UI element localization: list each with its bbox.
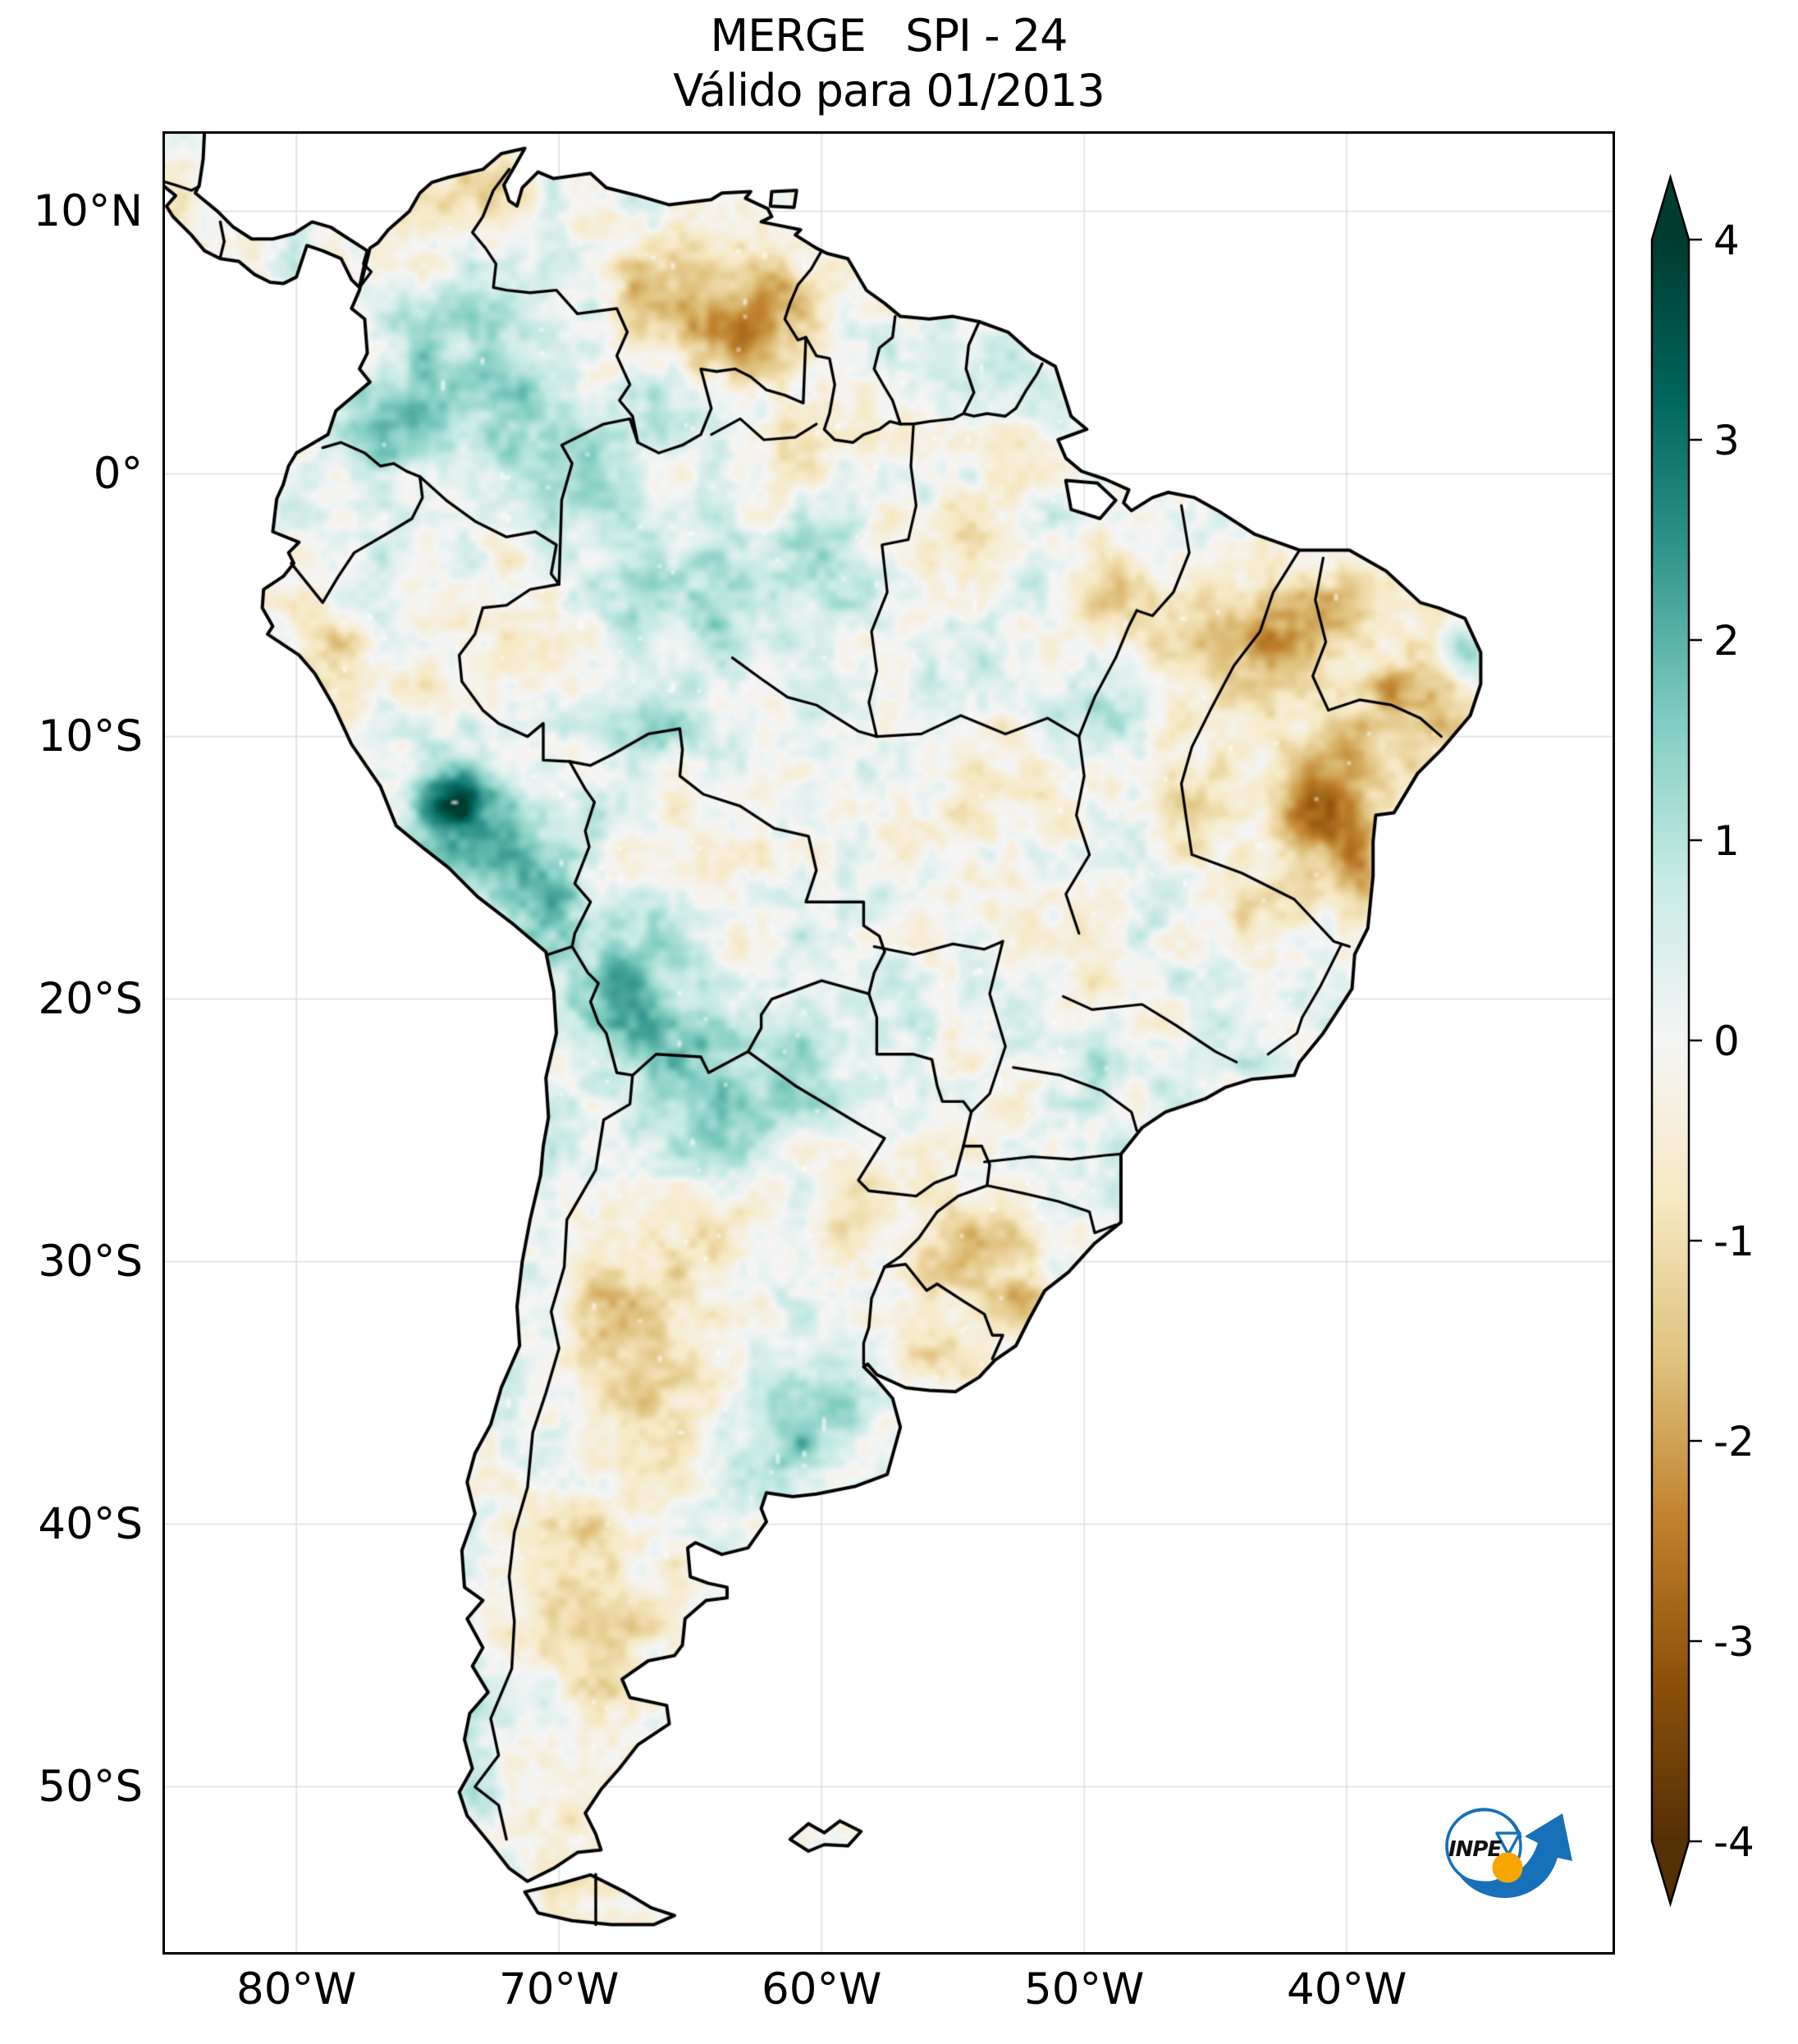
colorbar-tick-label: 4 [1713, 217, 1740, 264]
lat-tick-label: 20°S [38, 973, 143, 1024]
lon-tick-label: 60°W [762, 1964, 882, 2014]
spi-map-canvas [162, 131, 1615, 1955]
colorbar-tick-label: 3 [1713, 417, 1740, 464]
colorbar-tick-label: -4 [1713, 1818, 1755, 1866]
lon-tick-label: 70°W [499, 1964, 620, 2014]
colorbar-gradient-bar [1650, 173, 1690, 1908]
lon-tick-label: 40°W [1287, 1964, 1407, 2014]
lon-tick-label: 50°W [1024, 1964, 1145, 2014]
lat-tick-label: 0° [93, 448, 143, 499]
colorbar-tick-label: 1 [1713, 817, 1740, 865]
inpe-logo-text: INPE [1448, 1837, 1502, 1862]
down-arrow-icon [1495, 1831, 1521, 1856]
colorbar-tick-label: -3 [1713, 1618, 1755, 1666]
lon-tick-label: 80°W [236, 1964, 357, 2014]
colorbar-tick-label: -1 [1713, 1218, 1755, 1265]
swoosh-arrow-icon [1457, 1813, 1572, 1898]
lat-tick-label: 10°N [33, 185, 143, 236]
lat-tick-label: 40°S [38, 1498, 143, 1549]
colorbar-tick-label: 2 [1713, 617, 1740, 665]
colorbar-tick-label: 0 [1713, 1017, 1740, 1065]
colorbar-tick-label: -2 [1713, 1418, 1755, 1466]
lat-tick-label: 10°S [38, 711, 143, 761]
inpe-logo: INPE [1445, 1808, 1572, 1898]
map-subtitle: Válido para 01/2013 [673, 65, 1105, 117]
orange-globe-icon [1492, 1852, 1523, 1883]
title-block: MERGE SPI - 24 Válido para 01/2013 [162, 8, 1615, 118]
lat-tick-label: 30°S [38, 1236, 143, 1287]
map-title: MERGE SPI - 24 [710, 10, 1068, 62]
lat-tick-label: 50°S [38, 1761, 143, 1812]
orbit-spiral-icon [1445, 1808, 1522, 1854]
